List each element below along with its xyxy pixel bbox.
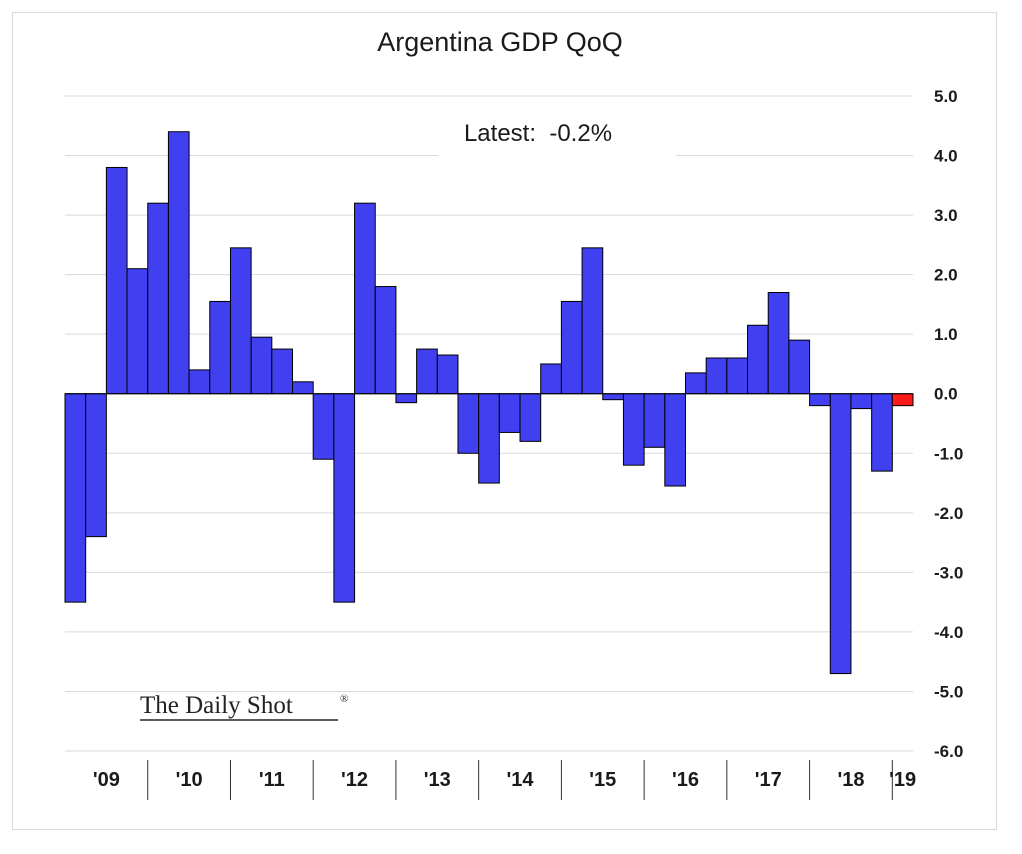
x-tick-label: '15 bbox=[589, 769, 616, 791]
bar bbox=[271, 348, 294, 395]
x-tick-label: '16 bbox=[672, 769, 699, 791]
bar bbox=[374, 286, 397, 395]
bar bbox=[395, 393, 418, 404]
x-tick-label: '10 bbox=[176, 769, 203, 791]
x-tick-label: '13 bbox=[424, 769, 451, 791]
bar bbox=[788, 339, 811, 395]
bar bbox=[333, 393, 356, 603]
latest-annotation: Latest: -0.2% bbox=[464, 120, 612, 147]
bar bbox=[64, 393, 87, 603]
y-tick-label: -5.0 bbox=[934, 682, 963, 701]
bar bbox=[767, 292, 790, 395]
y-axis-ticks: 5.0 4.0 3.0 2.0 1.0 0.0 -1.0 -2.0 -3.0 -4.0 -5.0 -6… bbox=[934, 87, 963, 761]
bar bbox=[622, 393, 645, 466]
bar bbox=[229, 247, 252, 395]
y-tick-label: -4.0 bbox=[934, 623, 963, 642]
bar bbox=[519, 393, 542, 442]
brand-registered-mark: ® bbox=[340, 693, 348, 705]
x-tick-label: '17 bbox=[755, 769, 782, 791]
bars bbox=[64, 131, 914, 675]
y-tick-label: -6.0 bbox=[934, 742, 963, 761]
daily-shot-logo: The Daily Shot ® bbox=[140, 692, 348, 721]
bar bbox=[560, 300, 583, 395]
bar bbox=[850, 393, 873, 410]
y-tick-label: 0.0 bbox=[934, 385, 958, 404]
bar bbox=[292, 381, 314, 395]
bar bbox=[250, 336, 273, 395]
x-tick-label: '09 bbox=[93, 769, 120, 791]
bar bbox=[167, 131, 190, 395]
bar-latest bbox=[891, 393, 914, 407]
bar bbox=[871, 393, 893, 472]
y-tick-label: 2.0 bbox=[934, 266, 958, 285]
bar bbox=[457, 393, 480, 454]
bar bbox=[581, 247, 604, 395]
y-tick-label: -2.0 bbox=[934, 504, 963, 523]
bar bbox=[602, 393, 624, 401]
y-tick-label: -1.0 bbox=[934, 444, 963, 463]
y-tick-label: 5.0 bbox=[934, 87, 958, 106]
bar bbox=[105, 166, 128, 395]
bar bbox=[809, 393, 831, 407]
bar bbox=[540, 363, 562, 395]
bar bbox=[643, 393, 666, 448]
bar bbox=[747, 324, 769, 395]
bar bbox=[726, 357, 749, 395]
bar bbox=[188, 369, 211, 395]
bar bbox=[829, 393, 852, 675]
y-tick-label: 4.0 bbox=[934, 147, 958, 166]
x-tick-label: '11 bbox=[259, 769, 285, 791]
y-tick-label: 3.0 bbox=[934, 206, 958, 225]
gridlines bbox=[65, 95, 913, 752]
bar bbox=[498, 393, 521, 433]
y-tick-label: -3.0 bbox=[934, 563, 963, 582]
bar bbox=[705, 357, 728, 395]
x-tick-label: '19 bbox=[889, 769, 916, 791]
x-axis: '09 '10 '11 '12 '13 '14 '15 '16 '17 '18 '19 bbox=[93, 760, 916, 800]
bar bbox=[126, 268, 149, 395]
bar bbox=[312, 393, 335, 460]
x-tick-label: '18 bbox=[837, 769, 864, 791]
brand-name: The Daily Shot bbox=[140, 692, 293, 719]
x-tick-label: '12 bbox=[341, 769, 368, 791]
bar bbox=[664, 393, 686, 487]
chart-title: Argentina GDP QoQ bbox=[377, 27, 623, 57]
bar bbox=[684, 372, 707, 395]
bar bbox=[209, 300, 231, 395]
bar bbox=[478, 393, 500, 484]
bar bbox=[436, 354, 459, 395]
bar bbox=[416, 348, 438, 395]
annotation-background bbox=[438, 108, 676, 166]
bar bbox=[147, 202, 169, 395]
bar bbox=[85, 393, 107, 538]
y-tick-label: 1.0 bbox=[934, 325, 958, 344]
x-tick-label: '14 bbox=[507, 769, 535, 791]
bar bbox=[354, 202, 376, 395]
